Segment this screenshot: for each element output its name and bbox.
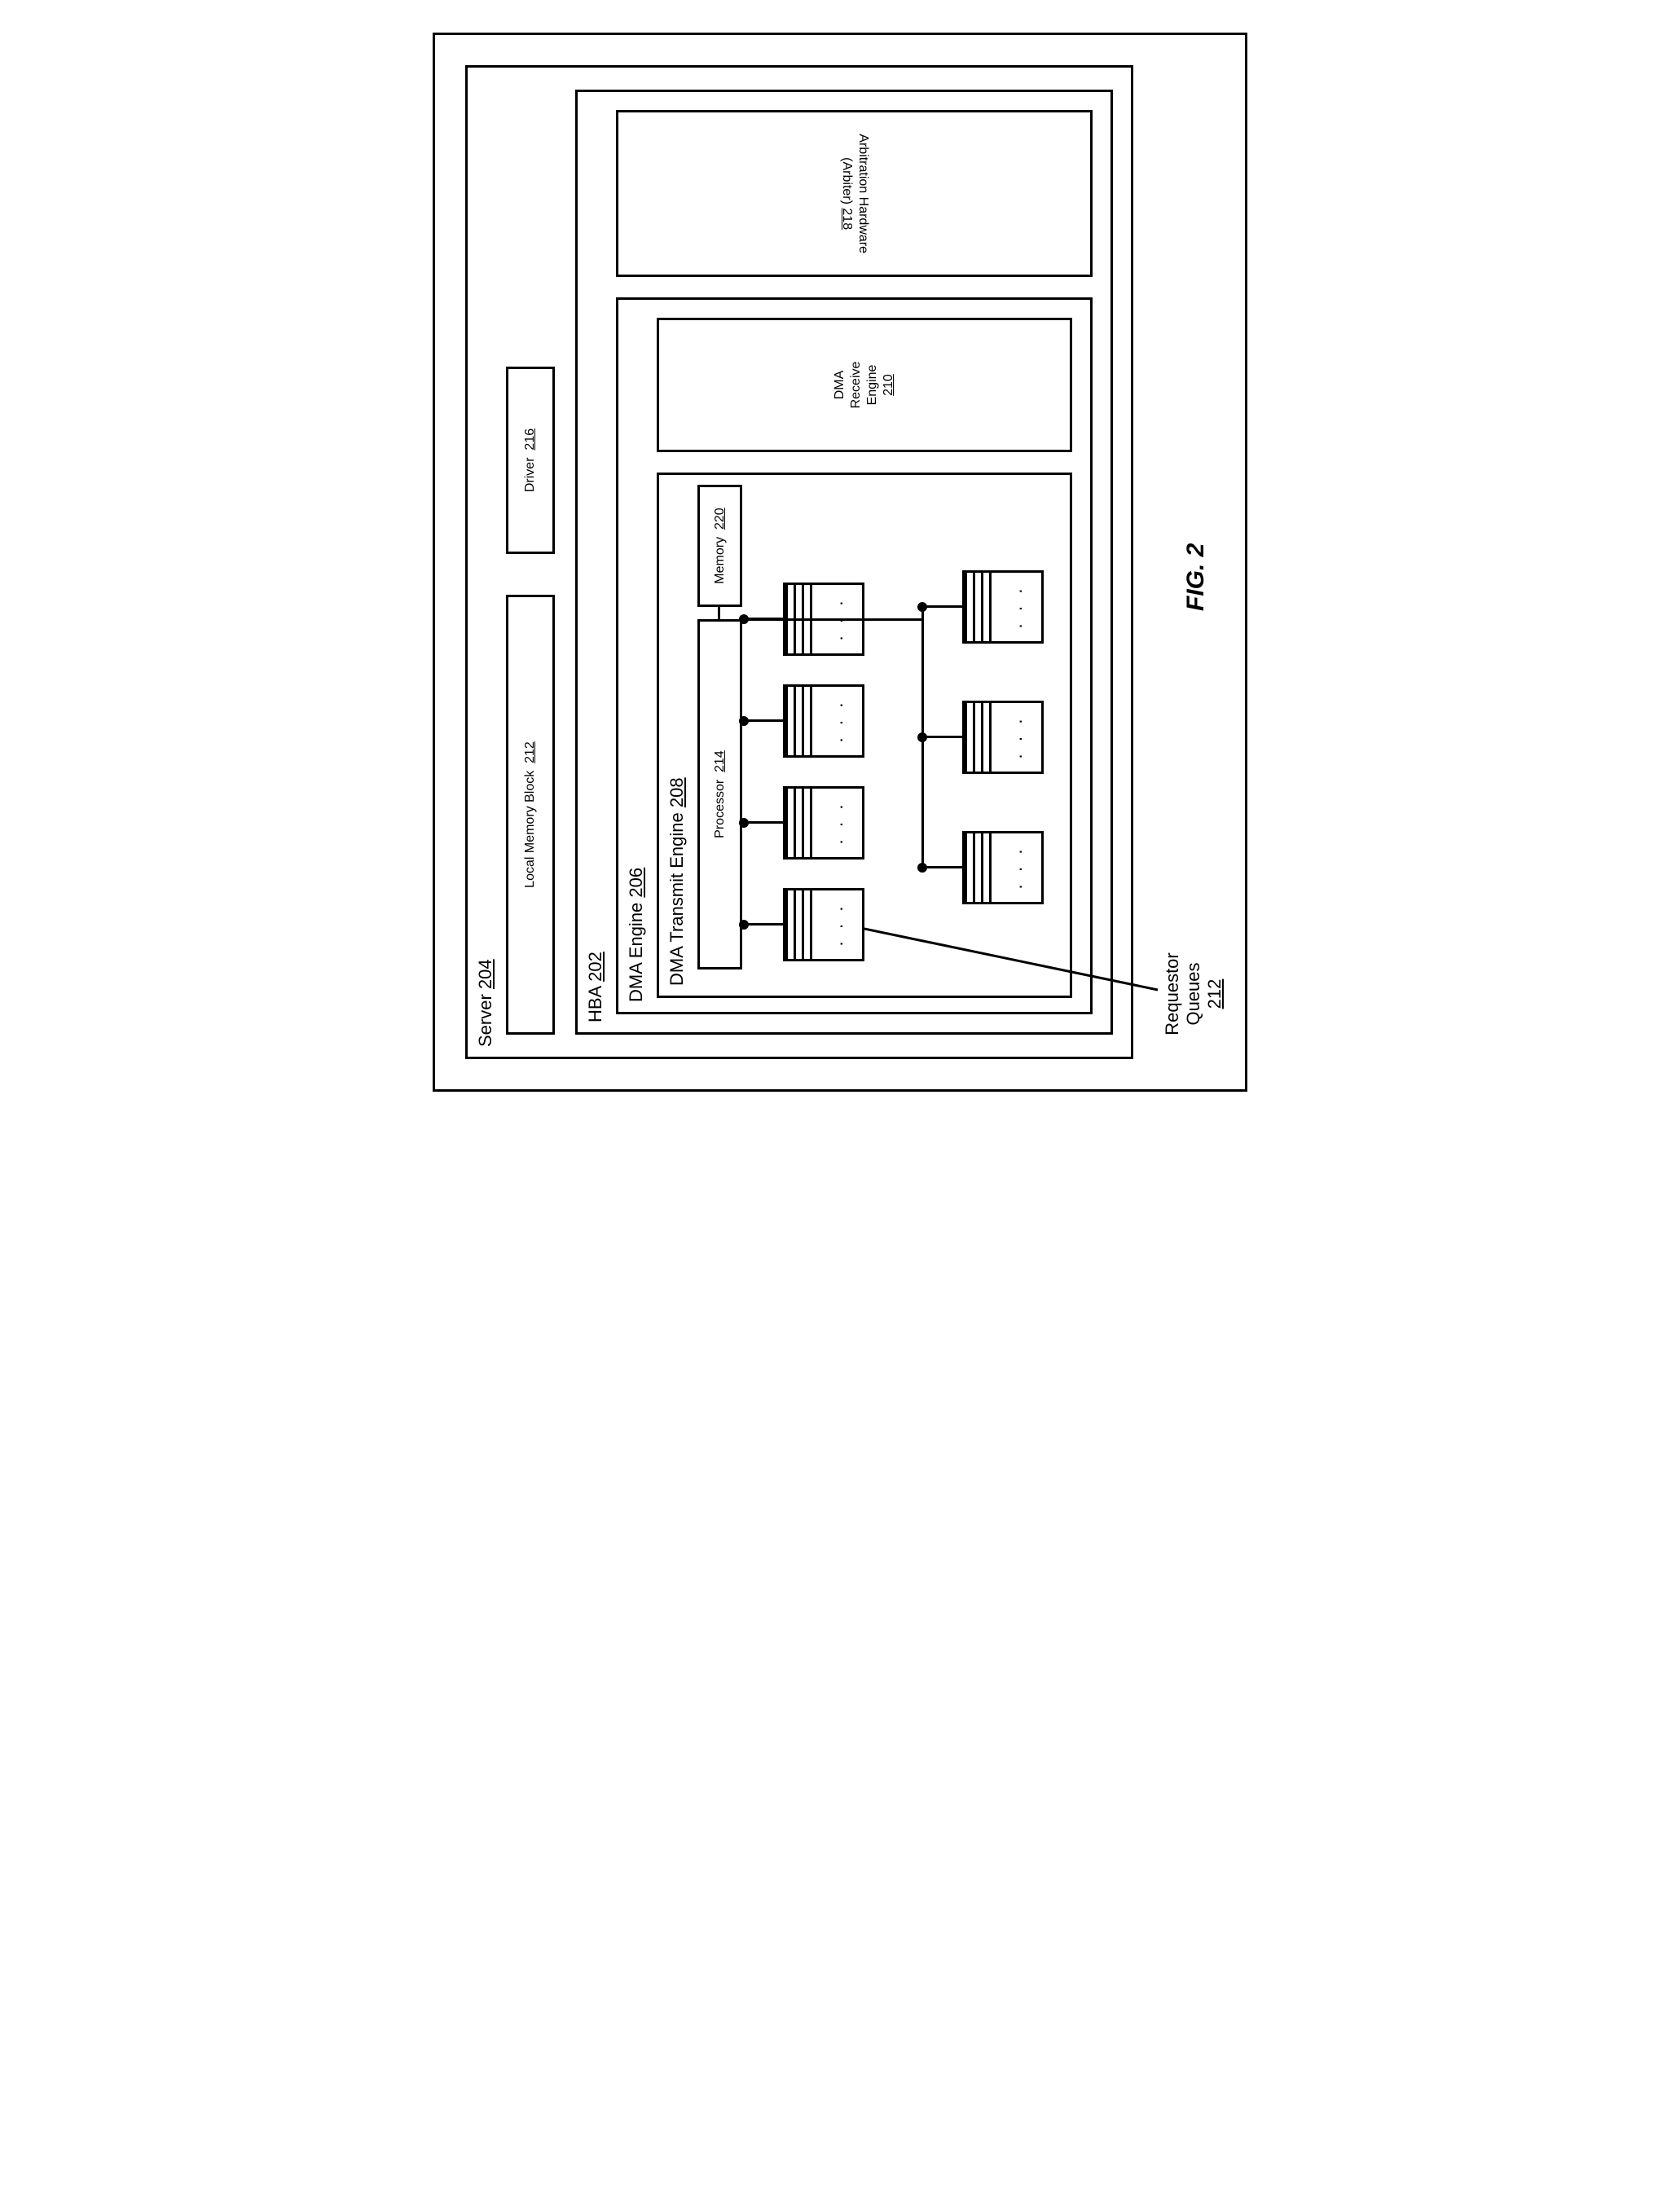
bus-v-q6 — [921, 736, 962, 738]
queue-1-dots: · · · — [830, 890, 851, 959]
hba-text: HBA — [585, 987, 605, 1022]
driver-ref: 216 — [523, 429, 537, 451]
req-q-l1: Requestor — [1162, 952, 1182, 1035]
queue-6: · · · — [962, 701, 1044, 774]
dma-rx-l3: Engine — [865, 365, 879, 406]
bus-dot-q7 — [917, 602, 927, 612]
driver-label: Driver 216 — [522, 429, 539, 492]
server-label-text: Server — [475, 994, 495, 1047]
proc-mem-connector — [718, 607, 720, 619]
queue-6-dots: · · · — [1009, 703, 1031, 772]
dma-rx-l1: DMA — [833, 371, 847, 400]
server-ref: 204 — [475, 959, 495, 989]
driver-text: Driver — [523, 457, 537, 492]
dma-rx-label: DMA Receive Engine 210 — [832, 362, 897, 409]
server-label: Server 204 — [475, 959, 496, 1047]
req-q-ref: 212 — [1204, 979, 1225, 1009]
figure-canvas: Server 204 Local Memory Block 212 Driver… — [433, 33, 1247, 1092]
diagram-content: Server 204 Local Memory Block 212 Driver… — [433, 33, 1247, 1092]
arbiter-box: Arbitration Hardware (Arbiter) 218 — [616, 110, 1093, 277]
arbiter-ref: 218 — [840, 208, 854, 230]
processor-label: Processor 214 — [712, 750, 728, 838]
figure-number: FIG. 2 — [1182, 543, 1210, 611]
dma-rx-l2: Receive — [849, 362, 863, 409]
bus-dot-q6 — [917, 732, 927, 742]
local-memory-box: Local Memory Block 212 — [506, 595, 555, 1035]
queue-1: · · · — [783, 888, 864, 961]
dma-engine-label: DMA Engine 206 — [626, 868, 647, 1002]
dma-tx-ref: 208 — [666, 777, 687, 807]
memory-text: Memory — [713, 537, 727, 584]
dot-3 — [739, 716, 749, 726]
hba-ref: 202 — [585, 952, 605, 982]
dot-2 — [739, 818, 749, 828]
processor-box: Processor 214 — [697, 619, 742, 969]
dot-1 — [739, 920, 749, 930]
dma-tx-text: DMA Transmit Engine — [666, 812, 687, 986]
local-memory-ref: 212 — [523, 741, 537, 763]
queue-7: · · · — [962, 570, 1044, 644]
dma-engine-ref: 206 — [626, 868, 646, 898]
memory-ref: 220 — [713, 508, 727, 530]
bus-dot-q5 — [917, 863, 927, 873]
local-memory-text: Local Memory Block — [523, 771, 537, 888]
hba-label: HBA 202 — [585, 952, 606, 1022]
queue-2-dots: · · · — [830, 789, 851, 857]
dma-rx-ref: 210 — [882, 374, 895, 396]
dma-rx-box: DMA Receive Engine 210 — [657, 318, 1072, 452]
queue-7-dots: · · · — [1009, 573, 1031, 641]
processor-ref: 214 — [713, 750, 727, 772]
req-q-l2: Queues — [1183, 962, 1203, 1025]
queue-3: · · · — [783, 684, 864, 758]
bus-v-q5 — [921, 866, 962, 868]
local-memory-label: Local Memory Block 212 — [522, 741, 539, 888]
bus-v-q7 — [921, 605, 962, 608]
memory-box: Memory 220 — [697, 485, 742, 607]
queue-2: · · · — [783, 786, 864, 860]
dma-tx-label: DMA Transmit Engine 208 — [666, 777, 688, 986]
queue-3-dots: · · · — [830, 687, 851, 755]
dma-engine-text: DMA Engine — [626, 903, 646, 1002]
arbiter-l2: (Arbiter) — [840, 157, 854, 204]
arbiter-l1: Arbitration Hardware — [856, 134, 870, 253]
requestor-queues-label: Requestor Queues 212 — [1162, 933, 1225, 1055]
processor-text: Processor — [713, 780, 727, 838]
bus-v-proc — [742, 618, 924, 621]
memory-label: Memory 220 — [712, 508, 728, 583]
queue-5: · · · — [962, 831, 1044, 904]
arbiter-label: Arbitration Hardware (Arbiter) 218 — [838, 134, 871, 253]
queue-5-dots: · · · — [1009, 833, 1031, 902]
driver-box: Driver 216 — [506, 367, 555, 554]
